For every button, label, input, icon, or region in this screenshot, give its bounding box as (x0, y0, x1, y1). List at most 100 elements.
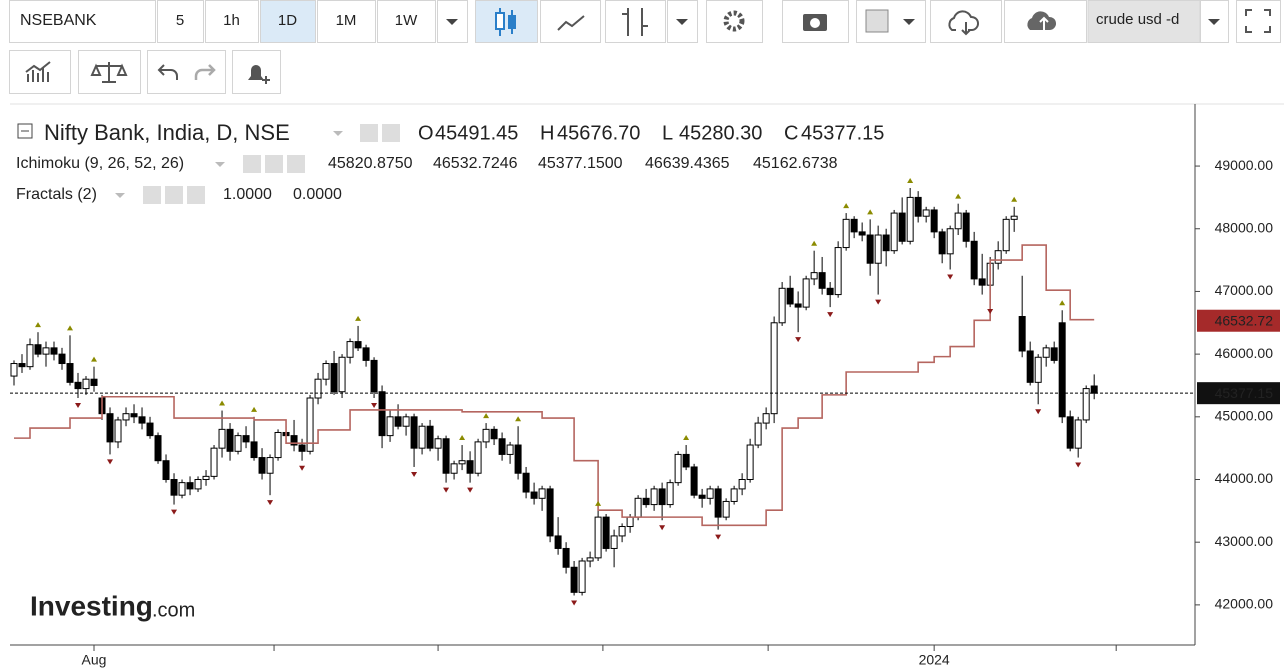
fullscreen-button[interactable] (1236, 0, 1281, 43)
kijun-line (14, 244, 1095, 527)
fractal-up (907, 178, 914, 184)
legend-icon[interactable] (287, 155, 305, 173)
legend-icon[interactable] (165, 186, 183, 204)
search-box[interactable] (1087, 0, 1201, 43)
collapse-icon[interactable] (17, 123, 33, 139)
indicator-value: 46532.7246 (433, 155, 518, 172)
candle-body (266, 457, 274, 474)
candle-body (746, 444, 754, 481)
candle-body (770, 322, 778, 415)
ohlc-value: 45491.45 (435, 122, 518, 144)
candle-body (978, 278, 986, 286)
candle-body (970, 240, 978, 280)
candle-body (218, 428, 226, 449)
fractal-down (795, 337, 802, 343)
candle-body (874, 234, 882, 264)
fractal-up (355, 315, 362, 321)
candle-body (138, 416, 146, 424)
candle-body (34, 344, 42, 355)
caret (215, 162, 225, 167)
candle-body (162, 460, 170, 481)
fractal-up (867, 209, 874, 215)
ohlc-prefix: H (540, 122, 554, 144)
fractal-up (219, 400, 226, 406)
candle-button[interactable] (475, 0, 538, 43)
candle-body (706, 488, 714, 499)
fractal-down (467, 487, 474, 493)
legend-icon[interactable] (265, 155, 283, 173)
caret (333, 131, 343, 136)
candle-body (426, 425, 434, 449)
icon (622, 8, 648, 36)
icon (248, 65, 264, 80)
y-tick-label: 44000.00 (1215, 470, 1274, 486)
candle-body (538, 488, 546, 499)
candle-body (730, 488, 738, 502)
load-button[interactable] (930, 0, 1002, 43)
candle-body (666, 482, 674, 506)
candle-body (386, 416, 394, 437)
fractal-down (171, 509, 178, 515)
indicators-button[interactable] (9, 50, 71, 94)
indicator-value: 45162.6738 (753, 155, 838, 172)
candle-body (186, 482, 194, 490)
candle-body (26, 344, 34, 368)
candle-body (114, 419, 122, 443)
interval-button[interactable] (260, 0, 316, 43)
candle-body (682, 453, 690, 468)
icon (1039, 16, 1049, 30)
legend-icon[interactable] (382, 124, 400, 142)
candle-body (146, 422, 154, 437)
candle-body (834, 247, 842, 296)
icon (723, 10, 745, 32)
settings-button[interactable] (706, 0, 763, 43)
ohlc-prefix: O (418, 122, 434, 144)
candle-body (290, 435, 298, 446)
interval-button[interactable] (157, 0, 204, 43)
price-tag-label: 46532.72 (1215, 312, 1274, 328)
candle-body (298, 444, 306, 452)
candle-body (1090, 385, 1098, 394)
fractal-up (459, 435, 466, 441)
fractal-down (947, 274, 954, 280)
legend-icon[interactable] (143, 186, 161, 204)
candle-body (754, 422, 762, 446)
ohlc-value: 45676.70 (557, 122, 640, 144)
candle-body (914, 196, 922, 217)
line-button[interactable] (540, 0, 601, 43)
interval-button[interactable] (205, 0, 259, 43)
legend-icon[interactable] (243, 155, 261, 173)
fractal-up (843, 203, 850, 209)
candle-body (642, 497, 650, 506)
candle-body (314, 378, 322, 399)
toolbar-2 (9, 50, 281, 94)
fractal-down (411, 471, 418, 477)
candle-body (570, 566, 578, 593)
fractal-up (811, 240, 818, 246)
legend-icon[interactable] (187, 186, 205, 204)
candle-body (490, 428, 498, 440)
interval-button[interactable] (377, 0, 436, 43)
save-button[interactable] (1004, 0, 1087, 43)
indicator-value: 45377.1500 (538, 155, 623, 172)
symbol-box[interactable] (9, 0, 156, 43)
indicator-value: 45820.8750 (328, 155, 413, 172)
candle-body (330, 363, 338, 393)
price-tag (1197, 382, 1280, 405)
candle-body (522, 472, 530, 493)
logo: Investing (30, 590, 153, 621)
candle-body (546, 488, 554, 537)
interval-label: 1h (223, 12, 240, 29)
candle-body (586, 557, 594, 562)
candle-body (58, 353, 66, 365)
candle-body (410, 416, 418, 449)
interval-button[interactable] (317, 0, 376, 43)
candle-body (634, 497, 642, 518)
y-tick-label: 42000.00 (1215, 596, 1274, 612)
fractal-up (1059, 300, 1066, 306)
ohlc-value: 45377.15 (801, 122, 884, 144)
bar-button[interactable] (605, 0, 666, 43)
legend-icon[interactable] (360, 124, 378, 142)
undo-redo[interactable] (147, 50, 226, 94)
indicator-value: 1.0000 (223, 186, 272, 203)
